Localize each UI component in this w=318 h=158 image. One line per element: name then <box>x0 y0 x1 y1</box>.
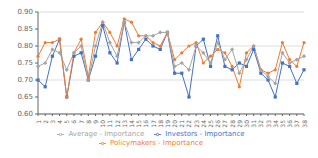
svg-text:28: 28 <box>229 120 236 128</box>
svg-text:29: 29 <box>236 120 243 128</box>
svg-text:14: 14 <box>128 120 135 128</box>
svg-text:34: 34 <box>272 120 279 128</box>
svg-text:0.90: 0.90 <box>17 8 33 16</box>
svg-text:35: 35 <box>279 120 286 128</box>
svg-text:26: 26 <box>214 120 221 128</box>
svg-text:12: 12 <box>114 120 121 128</box>
svg-text:36: 36 <box>286 120 293 128</box>
svg-text:1: 1 <box>35 120 42 124</box>
svg-text:9: 9 <box>92 120 99 124</box>
svg-text:8: 8 <box>85 120 92 124</box>
svg-text:25: 25 <box>207 120 214 128</box>
svg-text:0.85: 0.85 <box>17 25 33 33</box>
svg-text:30: 30 <box>243 120 250 128</box>
svg-text:21: 21 <box>178 120 185 128</box>
svg-text:5: 5 <box>63 120 70 124</box>
svg-text:4: 4 <box>56 120 63 124</box>
svg-text:23: 23 <box>193 120 200 128</box>
svg-text:19: 19 <box>164 120 171 128</box>
svg-text:16: 16 <box>142 120 149 128</box>
svg-text:20: 20 <box>171 120 178 128</box>
svg-text:22: 22 <box>185 120 192 128</box>
svg-text:0.80: 0.80 <box>17 42 33 50</box>
svg-text:32: 32 <box>257 120 264 128</box>
svg-text:0.60: 0.60 <box>17 110 33 118</box>
svg-text:3: 3 <box>49 120 56 124</box>
svg-text:7: 7 <box>78 120 85 124</box>
svg-text:31: 31 <box>250 120 257 128</box>
svg-text:38: 38 <box>301 120 308 128</box>
svg-text:27: 27 <box>221 120 228 128</box>
svg-text:0.75: 0.75 <box>17 59 33 67</box>
svg-text:33: 33 <box>265 120 272 128</box>
svg-text:15: 15 <box>135 120 142 128</box>
svg-text:24: 24 <box>200 120 207 128</box>
svg-text:37: 37 <box>293 120 300 128</box>
html-text:Policymakers - Importance: Policymakers - Importance <box>110 139 203 147</box>
svg-text:0.65: 0.65 <box>17 93 33 101</box>
svg-text:13: 13 <box>121 120 128 128</box>
svg-text:10: 10 <box>99 120 106 128</box>
html-text:Average - Importance: Average - Importance <box>68 130 145 138</box>
svg-text:11: 11 <box>106 120 113 128</box>
svg-text:6: 6 <box>70 120 77 124</box>
svg-text:17: 17 <box>150 120 157 128</box>
html-text:Investors - Importance: Investors - Importance <box>165 130 245 138</box>
svg-text:0.70: 0.70 <box>17 76 33 84</box>
svg-text:18: 18 <box>157 120 164 128</box>
svg-text:2: 2 <box>42 120 49 124</box>
